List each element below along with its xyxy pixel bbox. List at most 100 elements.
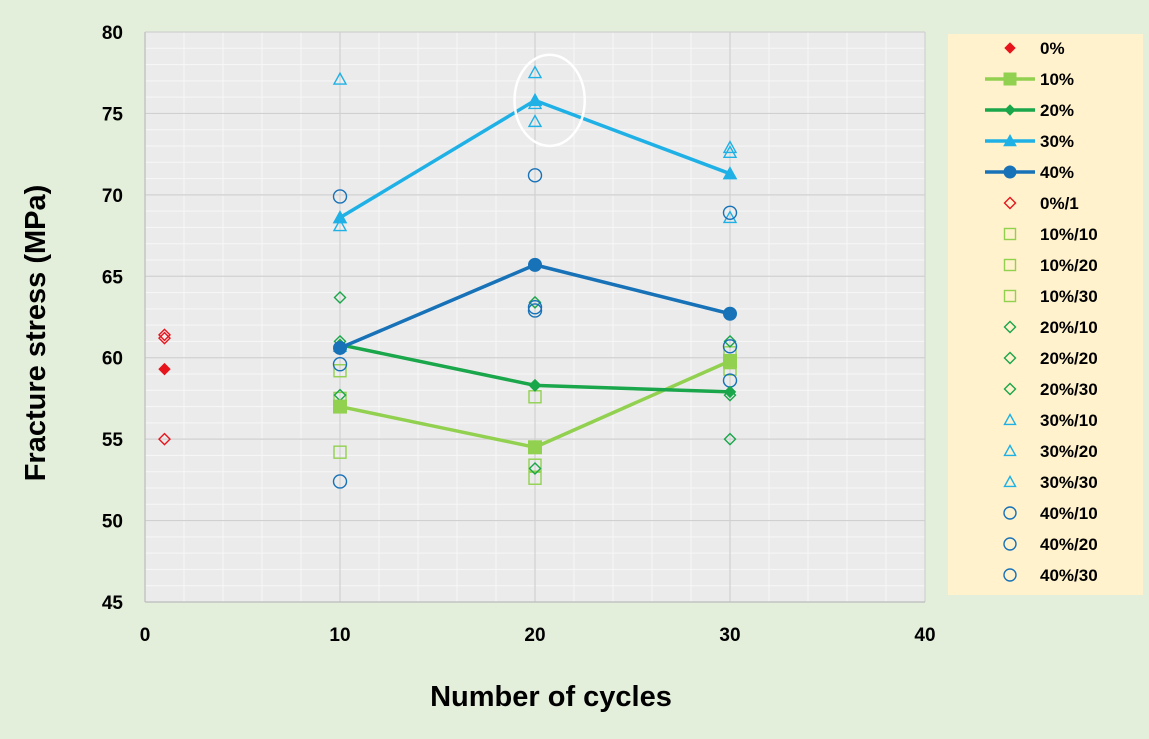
legend-marker <box>1003 475 1017 488</box>
point-40pct-10 <box>527 168 543 183</box>
point-20pct <box>528 379 542 392</box>
y-tick-label: 70 <box>102 186 123 207</box>
point-30pct-10 <box>527 65 543 79</box>
legend-entry-40pct-30: 40%/30 <box>1003 566 1098 585</box>
legend-label: 10%/20 <box>1040 256 1098 275</box>
x-tick-label: 0 <box>140 625 151 646</box>
legend-marker <box>1003 320 1017 334</box>
legend-marker <box>1003 165 1017 179</box>
legend-marker <box>1003 227 1017 241</box>
legend-box <box>948 34 1143 595</box>
point-30pct-20 <box>722 145 738 159</box>
legend-entry-30pct: 30% <box>985 132 1074 151</box>
legend-entry-10pct-20: 10%/20 <box>1003 256 1098 275</box>
point-40pct-10 <box>332 189 348 204</box>
y-tick-label: 80 <box>102 23 123 44</box>
legend-entry-10pct-10: 10%/10 <box>1003 225 1098 244</box>
legend-entry-40pct: 40% <box>985 163 1074 182</box>
legend-label: 30% <box>1040 132 1074 151</box>
point-40pct-20 <box>722 339 738 354</box>
legend-label: 20%/20 <box>1040 349 1098 368</box>
point-10pct-10 <box>333 445 347 459</box>
legend-marker <box>1003 133 1017 147</box>
point-40pct <box>723 306 737 321</box>
legend-label: 30%/30 <box>1040 473 1098 492</box>
point-40pct <box>528 257 542 272</box>
point-30pct-20 <box>527 114 543 128</box>
legend-entry-0pct: 0% <box>1004 39 1065 58</box>
legend-entry-40pct-20: 40%/20 <box>1003 535 1098 554</box>
point-30pct-10 <box>722 140 738 154</box>
legend-marker <box>1003 258 1017 272</box>
point-10pct-30 <box>528 471 542 485</box>
legend-entry-30pct-10: 30%/10 <box>1003 411 1098 430</box>
legend-marker <box>1004 42 1016 54</box>
x-tick-label: 40 <box>914 625 935 646</box>
legend-label: 10%/10 <box>1040 225 1098 244</box>
legend-entry-0pct-1: 0%/1 <box>1003 194 1079 213</box>
legend-marker <box>1003 351 1017 365</box>
legend-label: 10% <box>1040 70 1074 89</box>
point-30pct <box>332 210 348 224</box>
legend-entry-20pct-10: 20%/10 <box>1003 318 1098 337</box>
point-30pct-30 <box>722 210 738 224</box>
legend-marker <box>1003 289 1017 303</box>
legend-marker <box>1003 537 1017 551</box>
point-40pct-10 <box>722 205 738 220</box>
point-20pct-10 <box>723 334 737 348</box>
legend-label: 40%/30 <box>1040 566 1098 585</box>
annotations <box>513 53 586 148</box>
x-tick-label: 10 <box>329 625 350 646</box>
legend-marker <box>1003 196 1017 210</box>
point-20pct-20 <box>528 461 542 475</box>
legend-label: 0%/1 <box>1040 194 1079 213</box>
legend-label: 30%/10 <box>1040 411 1098 430</box>
legend-entry-20pct-30: 20%/30 <box>1003 380 1098 399</box>
point-40pct-20 <box>332 357 348 372</box>
y-axis-title: Fracture stress (MPa) <box>20 185 52 482</box>
legend-marker <box>1003 444 1017 457</box>
y-tick-label: 45 <box>102 593 124 614</box>
point-30pct <box>722 166 738 180</box>
legend-label: 40%/20 <box>1040 535 1098 554</box>
point-10pct <box>528 440 542 455</box>
legend-marker <box>1004 104 1016 116</box>
point-30pct <box>527 92 543 107</box>
point-0pct-1 <box>158 331 171 345</box>
legend-label: 40%/10 <box>1040 504 1098 523</box>
legend-label: 40% <box>1040 163 1074 182</box>
x-tick-label: 20 <box>524 625 545 646</box>
point-20pct-30 <box>723 432 737 446</box>
legend-entry-10pct: 10% <box>985 70 1074 89</box>
point-20pct-10 <box>333 290 347 304</box>
highlight-ellipse <box>513 53 586 148</box>
legend: 0% 10% 20% 30% 40% 0%/1 10%/10 10%/20 10%/30 20%/… <box>985 39 1098 585</box>
point-30pct-20 <box>332 218 348 232</box>
legend-marker <box>1003 413 1017 426</box>
point-20pct-10 <box>528 295 542 309</box>
legend-marker <box>1003 568 1017 582</box>
y-tick-label: 60 <box>102 349 123 370</box>
point-40pct-20 <box>527 300 543 315</box>
point-30pct-10 <box>332 71 348 85</box>
data-markers <box>158 65 738 489</box>
y-tick-label: 75 <box>102 104 124 125</box>
legend-entry-10pct-30: 10%/30 <box>1003 287 1098 306</box>
axes: 45 50 55 60 65 70 75 80 0 10 20 30 40 <box>102 23 936 646</box>
point-10pct-20 <box>528 458 542 472</box>
legend-label: 0% <box>1040 39 1065 58</box>
legend-marker <box>1003 382 1017 396</box>
legend-entry-20pct: 20% <box>985 101 1074 120</box>
legend-entry-20pct-20: 20%/20 <box>1003 349 1098 368</box>
y-tick-label: 55 <box>102 430 124 451</box>
point-10pct <box>723 353 737 368</box>
point-40pct-30 <box>527 303 543 318</box>
legend-marker <box>1003 72 1017 86</box>
x-axis-title: Number of cycles <box>430 681 672 713</box>
legend-marker <box>1003 506 1017 520</box>
point-10pct <box>333 399 347 414</box>
y-tick-label: 50 <box>102 512 123 533</box>
legend-label: 20%/10 <box>1040 318 1098 337</box>
